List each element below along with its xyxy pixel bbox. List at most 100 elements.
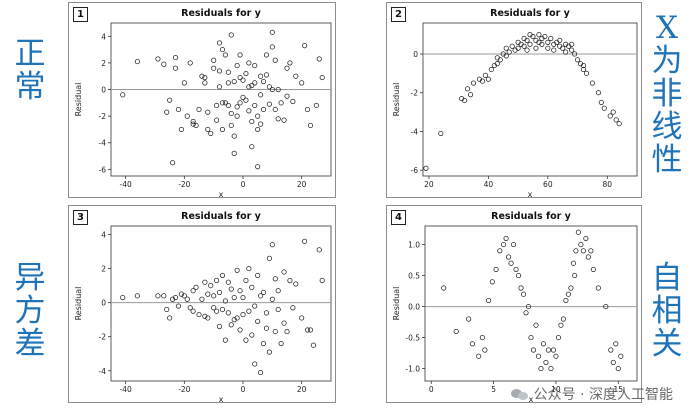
data-point xyxy=(228,122,234,129)
data-point xyxy=(560,316,566,322)
data-point xyxy=(278,340,284,347)
wechat-icon xyxy=(510,387,529,401)
data-point xyxy=(272,57,278,63)
data-point xyxy=(155,293,161,299)
y-tick-label: 4 xyxy=(101,32,106,41)
data-point xyxy=(278,100,284,106)
data-point xyxy=(249,144,255,150)
data-point xyxy=(260,106,267,113)
data-point xyxy=(310,342,316,348)
data-point xyxy=(551,47,557,53)
data-point xyxy=(568,285,574,291)
data-point xyxy=(246,308,252,314)
data-point xyxy=(258,369,264,376)
data-point xyxy=(589,80,595,86)
data-point xyxy=(246,84,252,90)
data-point xyxy=(618,353,624,359)
data-point xyxy=(202,80,208,86)
plot-area xyxy=(422,22,638,177)
data-point xyxy=(510,242,517,248)
data-point xyxy=(134,59,140,65)
data-point xyxy=(580,66,587,73)
data-point xyxy=(172,294,179,301)
data-point xyxy=(219,100,226,106)
data-point xyxy=(530,33,536,40)
data-point xyxy=(615,366,621,372)
data-point xyxy=(513,266,519,272)
data-point xyxy=(225,279,231,285)
data-point xyxy=(272,106,278,113)
data-point xyxy=(222,52,228,58)
data-point xyxy=(167,97,173,103)
data-point xyxy=(302,238,308,244)
data-point xyxy=(263,52,270,58)
data-point xyxy=(219,272,226,278)
data-point xyxy=(503,53,509,59)
data-point xyxy=(275,86,281,93)
data-point xyxy=(120,294,126,301)
data-point xyxy=(555,335,562,341)
data-point xyxy=(219,126,226,133)
data-point xyxy=(263,310,270,316)
x-tick-label: 40 xyxy=(484,180,494,189)
y-tick-label: -6 xyxy=(99,165,107,174)
x-tick-label: 0 xyxy=(429,385,434,394)
data-point xyxy=(120,92,126,98)
data-point xyxy=(575,229,581,235)
data-point xyxy=(319,277,325,284)
data-point xyxy=(199,73,205,79)
data-point xyxy=(466,316,472,322)
x-tick-label: -40 xyxy=(120,385,132,394)
data-point xyxy=(167,315,173,321)
data-point xyxy=(494,61,500,67)
panel-number: 1 xyxy=(73,7,88,22)
data-point xyxy=(255,318,261,324)
data-point xyxy=(281,117,287,123)
x-axis-label: x xyxy=(219,190,224,199)
x-tick-label: 80 xyxy=(603,180,613,189)
data-point xyxy=(237,74,243,81)
data-point xyxy=(572,51,578,57)
chart-title: Residuals for y xyxy=(490,8,571,19)
x-tick-label: 20 xyxy=(424,180,434,189)
watermark-text: 公众号 · 深度人工智能 xyxy=(533,387,673,403)
data-point xyxy=(211,57,217,63)
data-point xyxy=(540,341,547,347)
y-tick-label: -4 xyxy=(99,139,107,148)
data-point xyxy=(525,304,532,310)
data-point xyxy=(193,284,199,290)
data-point xyxy=(266,101,272,107)
data-point xyxy=(275,116,281,122)
data-point xyxy=(243,337,249,343)
data-point xyxy=(479,78,486,84)
x-tick-label: -20 xyxy=(178,180,190,189)
data-point xyxy=(211,293,217,299)
data-point xyxy=(237,100,243,106)
data-point xyxy=(603,304,609,310)
data-point xyxy=(231,150,237,156)
y-tick-label: -0.5 xyxy=(405,334,420,343)
data-point xyxy=(263,72,270,78)
y-tick-label: 0 xyxy=(413,50,418,59)
data-point xyxy=(231,294,237,301)
data-point xyxy=(548,35,554,42)
data-point xyxy=(161,61,167,67)
panel-number: 2 xyxy=(391,7,406,22)
data-point xyxy=(515,273,522,279)
data-point xyxy=(216,40,223,46)
data-point xyxy=(202,279,208,285)
data-point xyxy=(441,285,447,291)
data-point xyxy=(219,47,226,53)
data-point xyxy=(545,347,552,353)
side-label-char: X xyxy=(655,10,679,46)
plot-area xyxy=(110,225,332,382)
data-point xyxy=(523,310,529,316)
data-point xyxy=(302,43,308,49)
data-point xyxy=(187,60,193,66)
data-point xyxy=(228,322,234,328)
data-point xyxy=(225,102,231,109)
data-point xyxy=(595,90,601,96)
data-point xyxy=(290,305,296,311)
data-point xyxy=(572,273,578,279)
